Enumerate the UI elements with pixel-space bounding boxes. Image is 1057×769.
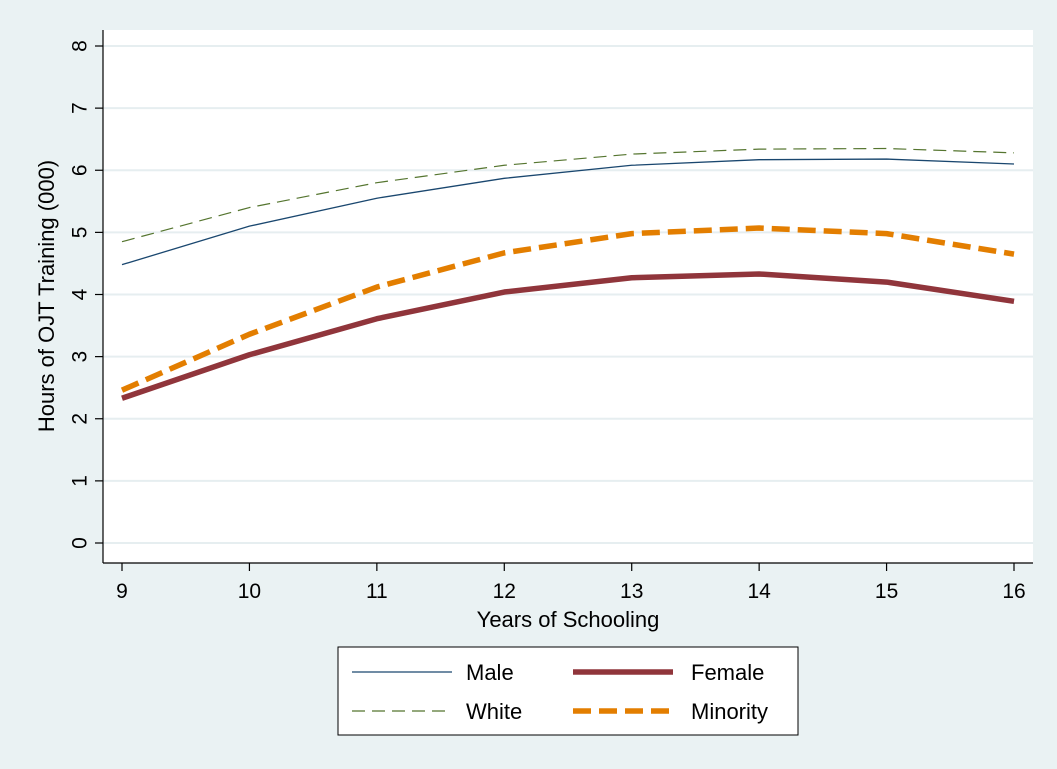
x-tick-label: 16 bbox=[1002, 580, 1025, 603]
grid-lines bbox=[103, 45, 1033, 544]
y-ticks: 0 1 2 3 4 5 6 7 8 bbox=[68, 40, 103, 549]
y-tick-label: 4 bbox=[68, 288, 91, 300]
y-tick-label: 6 bbox=[68, 164, 91, 176]
x-tick-label: 14 bbox=[747, 580, 771, 603]
series-line-female bbox=[121, 271, 1015, 401]
legend-label-male: Male bbox=[466, 660, 514, 685]
x-tick-label: 15 bbox=[875, 580, 898, 603]
x-tick-label: 9 bbox=[116, 580, 128, 603]
y-tick-label: 0 bbox=[68, 537, 91, 549]
y-axis-title: Hours of OJT Training (000) bbox=[34, 160, 59, 432]
x-axis-title: Years of Schooling bbox=[477, 607, 660, 632]
y-tick-label: 7 bbox=[68, 102, 91, 114]
x-ticks: 9 10 11 12 13 14 15 16 bbox=[116, 563, 1026, 603]
legend: Male Female White Minority bbox=[352, 660, 768, 724]
x-tick-label: 11 bbox=[366, 580, 388, 603]
y-tick-label: 5 bbox=[68, 227, 91, 239]
x-tick-label: 12 bbox=[493, 580, 516, 603]
y-tick-label: 1 bbox=[68, 475, 91, 487]
plot-area bbox=[103, 30, 1033, 563]
legend-label-white: White bbox=[466, 699, 522, 724]
series-line-minority bbox=[120, 225, 1015, 393]
y-tick-label: 2 bbox=[68, 413, 91, 425]
series-lines bbox=[120, 147, 1015, 401]
y-tick-label: 8 bbox=[68, 40, 91, 52]
legend-box bbox=[337, 646, 799, 736]
x-tick-label: 10 bbox=[238, 580, 261, 603]
y-tick-label: 3 bbox=[68, 351, 91, 363]
legend-label-female: Female bbox=[691, 660, 764, 685]
series-line-white bbox=[121, 147, 1015, 243]
legend-label-minority: Minority bbox=[691, 699, 768, 724]
series-line-male bbox=[121, 158, 1015, 266]
x-tick-label: 13 bbox=[620, 580, 643, 603]
